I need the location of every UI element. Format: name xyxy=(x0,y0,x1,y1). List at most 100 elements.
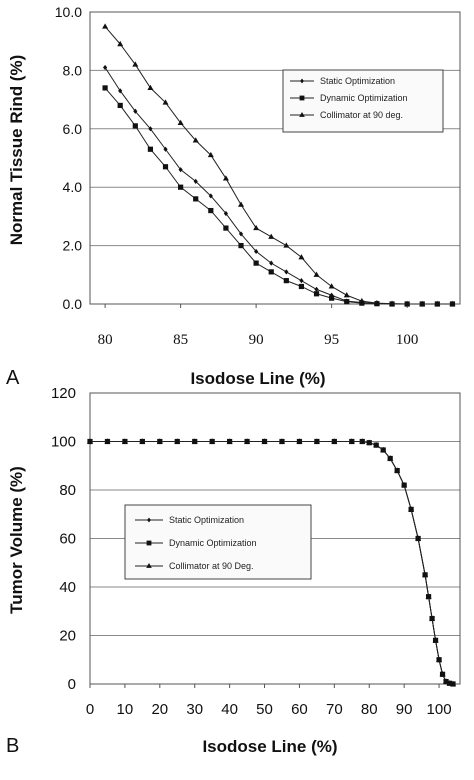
data-point xyxy=(193,178,198,184)
x-tick-label: 100 xyxy=(427,701,452,718)
legend-entry: Dynamic Optimization xyxy=(320,93,408,103)
data-point xyxy=(133,108,138,114)
data-point xyxy=(208,193,213,199)
x-tick-label: 95 xyxy=(324,332,339,348)
data-point xyxy=(284,269,289,275)
x-tick-label: 0 xyxy=(86,701,94,718)
panel-b-x-ticks: 0 10 20 30 40 50 60 70 80 90 100 xyxy=(86,684,452,718)
x-tick-label: 20 xyxy=(151,701,168,718)
y-tick-label: 120 xyxy=(51,385,76,402)
data-point xyxy=(389,300,396,306)
data-point xyxy=(331,438,338,444)
data-point xyxy=(449,300,456,307)
data-point xyxy=(329,295,335,301)
data-point xyxy=(358,297,365,304)
data-point xyxy=(268,269,274,275)
y-tick-label: 40 xyxy=(59,579,76,596)
panel-a-legend: Static Optimization Dynamic Optimization C… xyxy=(282,69,444,133)
data-point xyxy=(422,571,429,577)
panel-a-y-axis-title: Normal Tissue Rind (%) xyxy=(7,55,26,246)
data-point xyxy=(298,254,305,260)
data-point xyxy=(222,175,229,181)
data-point xyxy=(343,292,350,298)
x-tick-label: 100 xyxy=(396,332,419,348)
data-point xyxy=(432,637,439,643)
data-point xyxy=(446,680,453,686)
data-point xyxy=(299,278,304,284)
x-tick-label: 30 xyxy=(186,701,203,718)
data-point xyxy=(283,242,290,248)
panel-b-legend: Static Optimization Dynamic Optimization C… xyxy=(124,504,312,580)
data-point xyxy=(178,167,183,173)
legend-marker xyxy=(299,112,305,117)
y-tick-label: 20 xyxy=(59,628,76,645)
y-tick-label: 10.0 xyxy=(55,4,82,20)
data-point xyxy=(434,300,441,307)
legend-entry: Dynamic Optimization xyxy=(169,538,257,548)
data-point xyxy=(253,224,260,231)
data-point xyxy=(261,438,268,444)
panel-a-x-axis-title: Isodose Line (%) xyxy=(190,369,325,388)
data-point xyxy=(394,467,401,473)
data-point xyxy=(163,146,168,152)
panel-a-plot-frame xyxy=(89,11,461,305)
y-tick-label: 8.0 xyxy=(63,62,83,78)
data-point xyxy=(425,593,432,599)
data-point xyxy=(359,438,366,444)
x-tick-label: 70 xyxy=(326,701,343,718)
data-point xyxy=(253,260,259,266)
panel-b-plot-frame xyxy=(89,392,461,685)
data-point xyxy=(344,299,350,305)
data-point xyxy=(132,123,138,129)
data-point xyxy=(209,438,216,444)
data-point xyxy=(103,64,108,71)
y-tick-label: 60 xyxy=(59,531,76,548)
y-tick-label: 0 xyxy=(68,676,76,693)
x-tick-label: 50 xyxy=(256,701,273,718)
data-point xyxy=(102,23,109,29)
legend-entry: Collimator at 90 deg. xyxy=(320,110,403,120)
chart-panel-a: 0.0 2.0 4.0 6.0 8.0 10.0 80 85 90 95 100 Static O… xyxy=(6,4,461,389)
x-tick-label: 90 xyxy=(396,701,413,718)
data-point xyxy=(223,225,229,231)
legend-entry: Static Optimization xyxy=(320,76,395,86)
y-tick-label: 80 xyxy=(59,482,76,499)
data-point xyxy=(436,656,443,662)
legend-box xyxy=(282,69,444,133)
y-tick-label: 6.0 xyxy=(63,121,83,137)
data-point xyxy=(193,196,199,202)
data-point xyxy=(373,441,380,448)
data-point xyxy=(415,535,422,541)
legend-marker xyxy=(299,95,305,101)
data-point xyxy=(117,102,123,109)
y-tick-label: 4.0 xyxy=(63,179,83,195)
x-tick-label: 80 xyxy=(361,701,378,718)
data-point xyxy=(178,184,184,190)
data-point xyxy=(278,438,285,444)
y-tick-label: 2.0 xyxy=(63,238,83,254)
data-point xyxy=(443,678,450,684)
data-point xyxy=(313,271,320,277)
data-point xyxy=(366,439,373,445)
data-point xyxy=(296,438,303,444)
data-point xyxy=(314,286,319,292)
panel-b-y-axis-title: Tumor Volume (%) xyxy=(7,466,26,614)
panel-b-series xyxy=(87,438,457,687)
data-point xyxy=(401,481,408,488)
data-point xyxy=(313,438,320,444)
data-point xyxy=(404,300,411,307)
legend-box xyxy=(124,504,312,580)
x-tick-label: 90 xyxy=(249,332,264,348)
data-point xyxy=(132,61,139,67)
data-point xyxy=(439,671,446,677)
series-line-3 xyxy=(90,441,454,685)
data-point xyxy=(174,438,181,444)
data-point xyxy=(348,438,355,444)
data-point xyxy=(429,615,436,621)
legend-marker xyxy=(300,78,304,84)
x-tick-label: 40 xyxy=(221,701,238,718)
chart-panel-b: 0 20 40 60 80 100 120 0 10 20 30 40 50 60 70 80 90 100 S… xyxy=(6,385,461,757)
data-point xyxy=(238,231,244,237)
data-point xyxy=(408,506,415,512)
